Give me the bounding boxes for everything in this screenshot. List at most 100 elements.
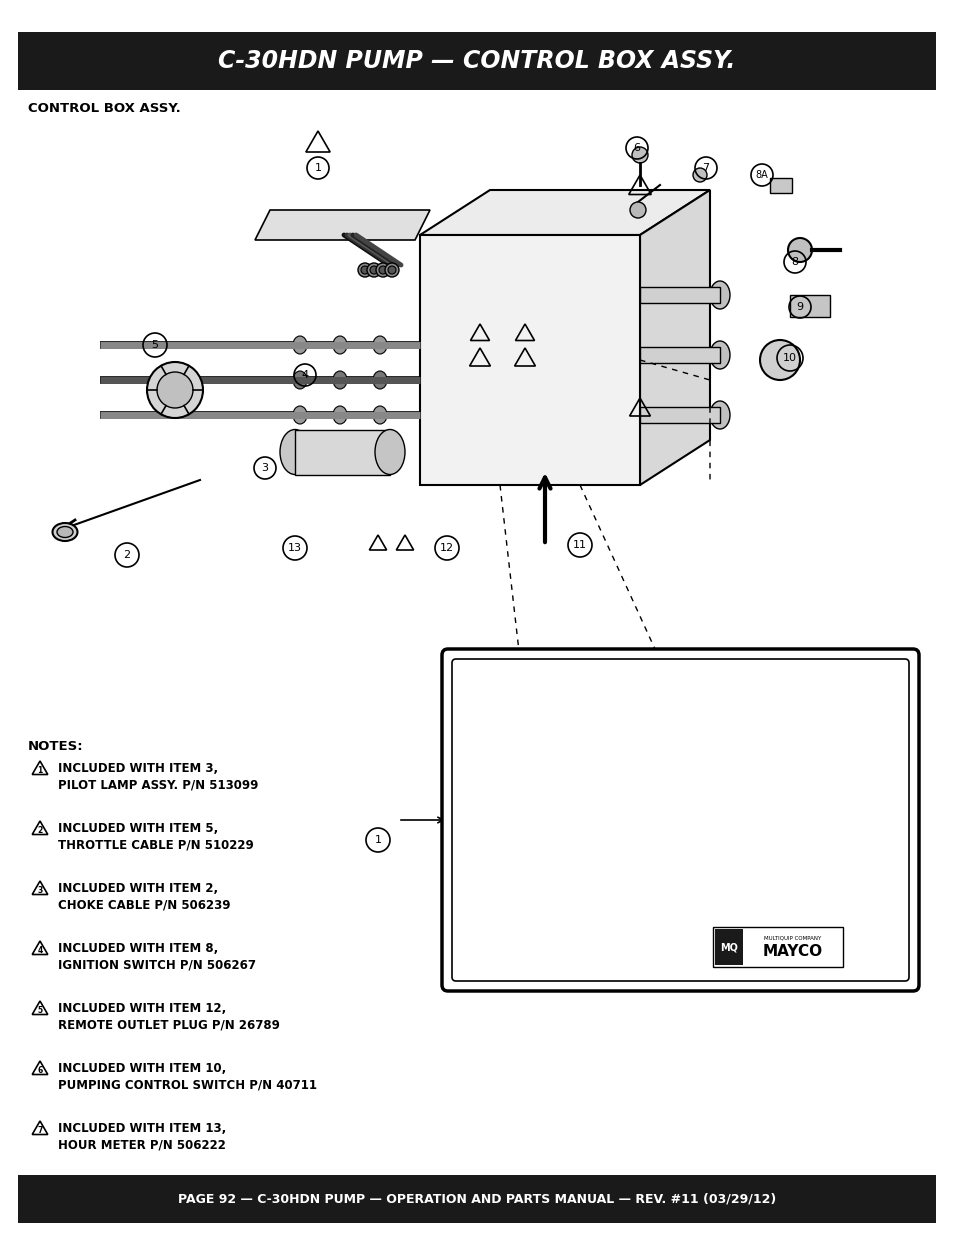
Ellipse shape [375,430,405,474]
Text: IGNITION SWITCH P/N 506267: IGNITION SWITCH P/N 506267 [58,958,255,971]
Bar [18,32,935,90]
Polygon shape [254,210,430,240]
Circle shape [388,266,395,274]
Circle shape [787,238,811,262]
Text: 8: 8 [791,257,798,267]
Ellipse shape [709,341,729,369]
Circle shape [631,147,647,163]
Ellipse shape [679,910,725,950]
FancyBboxPatch shape [441,650,918,990]
Ellipse shape [794,910,841,950]
Ellipse shape [654,199,665,211]
Ellipse shape [483,364,516,396]
Text: ENGINE HOURS: ENGINE HOURS [500,876,570,884]
Text: 2: 2 [37,826,43,835]
Text: INCLUDED WITH ITEM 5,: INCLUDED WITH ITEM 5, [58,823,218,835]
Text: 7: 7 [37,1126,43,1135]
Text: 1: 1 [375,835,381,845]
Text: MAYCO: MAYCO [762,945,822,960]
Text: INCLUDED WITH ITEM 13,: INCLUDED WITH ITEM 13, [58,1123,226,1135]
Text: THROTTLE: THROTTLE [499,772,546,781]
Circle shape [360,266,369,274]
Ellipse shape [480,282,509,309]
Text: CHOKE CABLE P/N 506239: CHOKE CABLE P/N 506239 [58,898,231,911]
Text: 11: 11 [573,540,586,550]
Ellipse shape [688,785,757,844]
Ellipse shape [503,199,516,211]
Text: 10: 10 [782,353,796,363]
Text: 6: 6 [37,1066,43,1076]
Text: 4: 4 [301,370,308,380]
Ellipse shape [554,199,565,211]
Ellipse shape [373,406,387,424]
Text: INCLUDED WITH ITEM 10,: INCLUDED WITH ITEM 10, [58,1062,226,1074]
Text: OFF: OFF [796,722,810,731]
Circle shape [357,263,372,277]
Text: ON: ON [849,722,861,731]
Text: 8A: 8A [755,170,767,180]
Ellipse shape [373,370,387,389]
Bar [294,430,390,475]
Text: INCLUDED WITH ITEM 3,: INCLUDED WITH ITEM 3, [58,762,218,776]
Text: REMOTE: REMOTE [659,889,691,898]
Circle shape [370,266,377,274]
Polygon shape [419,190,709,235]
Text: 7: 7 [701,163,709,173]
Text: INCLUDED WITH ITEM 12,: INCLUDED WITH ITEM 12, [58,1002,226,1015]
Ellipse shape [603,199,616,211]
Text: 5: 5 [152,340,158,350]
Text: 4: 4 [37,946,43,956]
Text: ON: ON [670,902,681,910]
Bar [769,178,791,193]
Text: 2: 2 [123,550,131,559]
Bar [789,295,829,317]
Ellipse shape [57,526,73,537]
Ellipse shape [293,336,307,354]
Text: MQ: MQ [720,942,738,952]
Ellipse shape [373,336,387,354]
Text: WATER
TEMPERATURE: WATER TEMPERATURE [692,764,753,784]
Ellipse shape [600,282,628,309]
Circle shape [367,263,380,277]
Text: 12: 12 [439,543,454,553]
Ellipse shape [709,401,729,429]
Text: 13: 13 [288,543,302,553]
Ellipse shape [572,408,607,443]
Circle shape [629,203,645,219]
Text: C-30HDN PUMP — CONTROL BOX ASSY.: C-30HDN PUMP — CONTROL BOX ASSY. [218,49,735,73]
Circle shape [157,372,193,408]
Text: PILOT LAMP ASSY. P/N 513099: PILOT LAMP ASSY. P/N 513099 [58,778,258,790]
Circle shape [378,266,387,274]
Bar [712,927,842,967]
Text: 9: 9 [796,303,802,312]
Text: PUMPING CONTROL SWITCH P/N 40711: PUMPING CONTROL SWITCH P/N 40711 [58,1078,316,1091]
Ellipse shape [709,282,729,309]
Circle shape [375,263,390,277]
Circle shape [760,340,800,380]
Text: INCLUDED WITH ITEM 2,: INCLUDED WITH ITEM 2, [58,882,218,895]
Text: BATTERY: BATTERY [604,764,640,774]
Ellipse shape [52,522,77,541]
Polygon shape [639,190,709,485]
Ellipse shape [494,785,561,844]
Text: —START: —START [879,739,910,747]
Ellipse shape [333,406,347,424]
Ellipse shape [588,785,657,844]
Ellipse shape [493,697,553,757]
Text: PUMPING CONTROL: PUMPING CONTROL [659,876,746,884]
Text: INCLUDED WITH ITEM 8,: INCLUDED WITH ITEM 8, [58,942,218,955]
Ellipse shape [333,336,347,354]
Text: HOUR METER P/N 506222: HOUR METER P/N 506222 [58,1137,226,1151]
Text: OIL
PRESSURE: OIL PRESSURE [505,764,550,784]
Text: CONTROL BOX ASSY.: CONTROL BOX ASSY. [28,101,180,115]
Text: 5: 5 [37,1007,43,1015]
Text: NOTES:: NOTES: [28,740,84,753]
Text: THROTTLE CABLE P/N 510229: THROTTLE CABLE P/N 510229 [58,839,253,851]
Ellipse shape [293,406,307,424]
Text: 1: 1 [314,163,321,173]
Text: 3: 3 [261,463,268,473]
Text: 3131.30: 3131.30 [873,969,902,974]
Ellipse shape [795,785,863,844]
Text: OFF: OFF [732,889,746,898]
FancyBboxPatch shape [452,659,908,981]
